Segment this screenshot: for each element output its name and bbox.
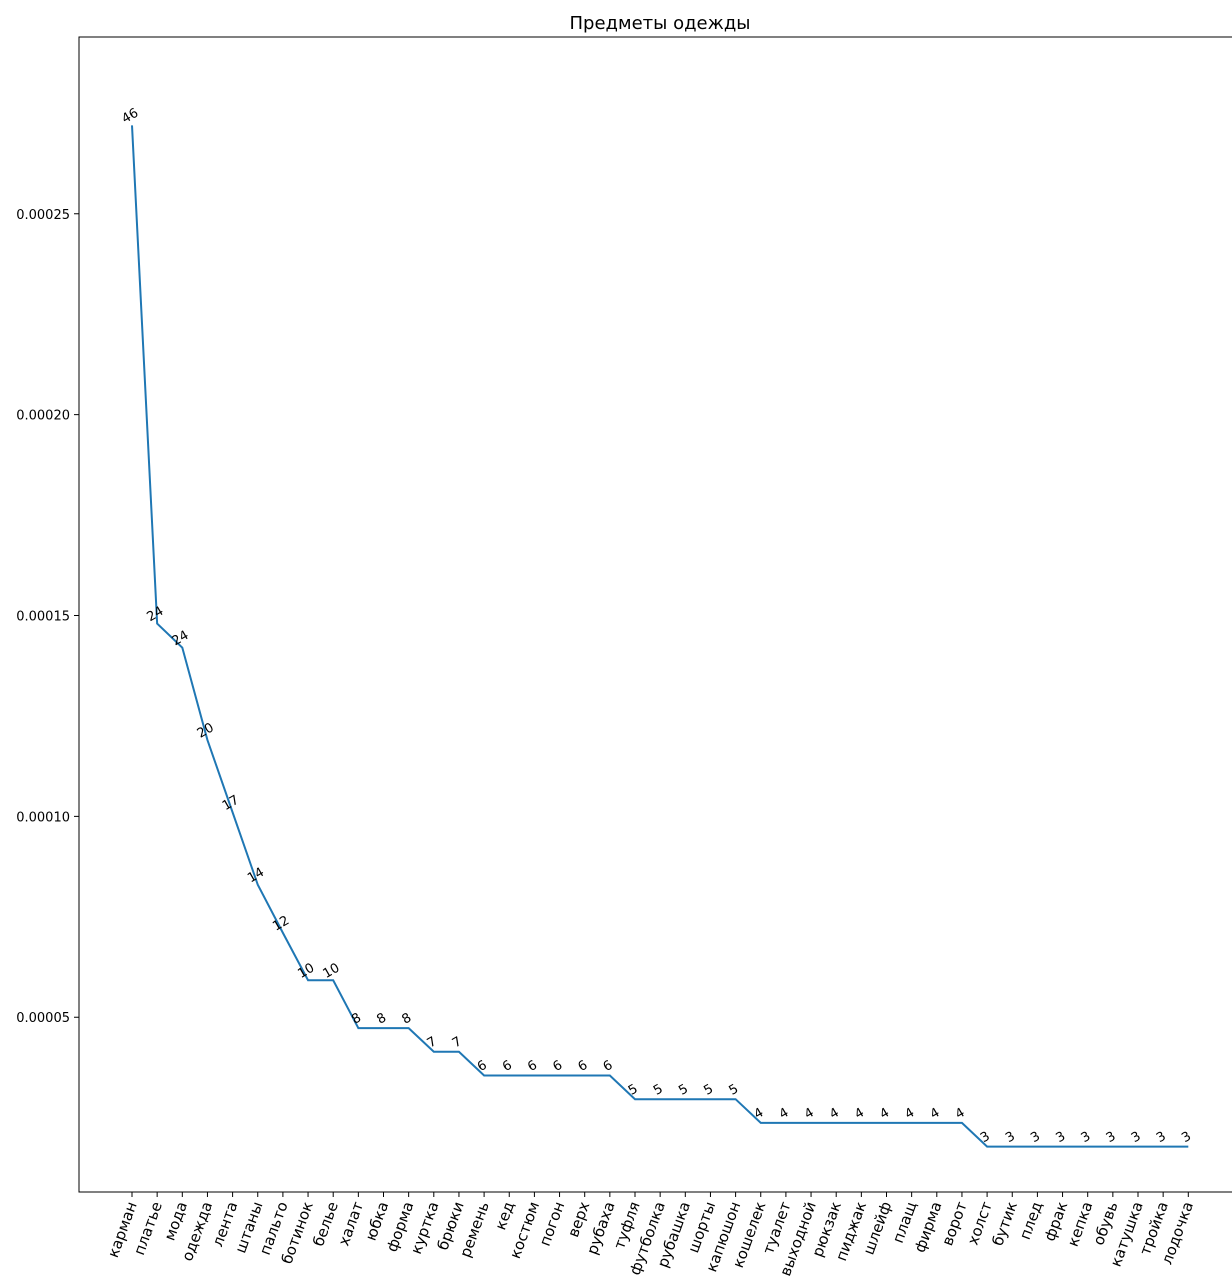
data-point xyxy=(383,1027,385,1029)
data-label: 4 xyxy=(802,1105,817,1122)
data-point xyxy=(332,979,334,981)
data-label: 5 xyxy=(676,1082,691,1099)
data-label: 6 xyxy=(576,1058,591,1075)
data-point xyxy=(131,124,133,126)
y-tick-label: 0.00010 xyxy=(16,810,70,825)
data-point xyxy=(206,739,208,741)
data-label: 4 xyxy=(877,1105,892,1122)
data-point xyxy=(760,1122,762,1124)
data-point xyxy=(1162,1146,1164,1148)
data-label: 6 xyxy=(475,1058,490,1075)
data-label: 14 xyxy=(245,865,267,886)
data-label: 7 xyxy=(425,1034,440,1051)
data-point xyxy=(1112,1146,1114,1148)
data-point xyxy=(156,623,158,625)
data-label: 8 xyxy=(374,1010,389,1027)
data-point xyxy=(634,1098,636,1100)
data-label: 17 xyxy=(220,793,242,814)
y-tick-label: 0.00020 xyxy=(16,409,70,424)
data-point xyxy=(1011,1146,1013,1148)
data-label: 3 xyxy=(1079,1129,1094,1146)
data-label: 8 xyxy=(400,1010,415,1027)
data-label: 5 xyxy=(651,1082,666,1099)
data-label: 10 xyxy=(321,961,343,982)
data-label: 4 xyxy=(953,1105,968,1122)
data-label: 12 xyxy=(270,913,292,934)
data-point xyxy=(458,1051,460,1053)
data-point xyxy=(659,1098,661,1100)
data-label: 3 xyxy=(1003,1129,1018,1146)
data-point xyxy=(282,932,284,934)
data-point xyxy=(1036,1146,1038,1148)
data-point xyxy=(508,1074,510,1076)
data-point xyxy=(911,1122,913,1124)
data-label: 4 xyxy=(827,1105,842,1122)
data-point xyxy=(533,1074,535,1076)
data-label: 4 xyxy=(903,1105,918,1122)
data-label: 3 xyxy=(1028,1129,1043,1146)
data-point xyxy=(684,1098,686,1100)
data-label: 6 xyxy=(601,1058,616,1075)
data-point xyxy=(181,647,183,649)
data-label: 20 xyxy=(195,720,217,741)
data-point xyxy=(961,1122,963,1124)
data-point xyxy=(860,1122,862,1124)
data-label: 10 xyxy=(295,961,317,982)
data-point xyxy=(810,1122,812,1124)
data-label: 7 xyxy=(450,1034,465,1051)
data-point xyxy=(986,1146,988,1148)
data-point xyxy=(1137,1146,1139,1148)
data-point xyxy=(433,1051,435,1053)
data-point xyxy=(835,1122,837,1124)
data-point xyxy=(584,1074,586,1076)
x-tick-label: кед xyxy=(491,1199,518,1232)
data-label: 3 xyxy=(1129,1129,1144,1146)
data-label: 3 xyxy=(978,1129,993,1146)
data-point xyxy=(408,1027,410,1029)
data-point xyxy=(257,884,259,886)
data-label: 6 xyxy=(525,1058,540,1075)
y-axis: 0.00005 0.00010 0.00015 0.00020 0.00025 xyxy=(16,208,79,1026)
data-point xyxy=(357,1027,359,1029)
data-point xyxy=(1062,1146,1064,1148)
data-label: 3 xyxy=(1104,1129,1119,1146)
plot-frame xyxy=(78,36,1232,1193)
data-point xyxy=(307,979,309,981)
data-label: 4 xyxy=(852,1105,867,1122)
data-label: 3 xyxy=(1053,1129,1068,1146)
data-point xyxy=(1087,1146,1089,1148)
data-label: 8 xyxy=(349,1010,364,1027)
data-label: 5 xyxy=(727,1082,742,1099)
data-label: 6 xyxy=(550,1058,565,1075)
data-label: 4 xyxy=(777,1105,792,1122)
data-label: 6 xyxy=(500,1058,515,1075)
data-label: 5 xyxy=(626,1082,641,1099)
data-point xyxy=(1187,1146,1189,1148)
data-point xyxy=(785,1122,787,1124)
data-label: 4 xyxy=(752,1105,767,1122)
data-point xyxy=(609,1074,611,1076)
chart-title: Предметы одежды xyxy=(570,13,751,34)
series-line xyxy=(131,125,1189,1148)
data-point xyxy=(559,1074,561,1076)
data-point xyxy=(886,1122,888,1124)
y-tick-label: 0.00025 xyxy=(16,208,70,223)
data-label: 3 xyxy=(1179,1129,1194,1146)
y-tick-label: 0.00015 xyxy=(16,610,70,625)
data-label: 5 xyxy=(701,1082,716,1099)
data-label: 3 xyxy=(1154,1129,1169,1146)
data-point xyxy=(735,1098,737,1100)
data-point xyxy=(936,1122,938,1124)
data-label: 24 xyxy=(170,628,192,649)
data-label: 24 xyxy=(144,604,166,625)
x-axis: карманплатьемодаодеждаленташтаныпальтобо… xyxy=(104,1192,1197,1279)
data-label: 46 xyxy=(119,106,141,127)
y-tick-label: 0.00005 xyxy=(16,1011,70,1026)
data-point xyxy=(232,811,234,813)
data-point xyxy=(709,1098,711,1100)
data-point xyxy=(483,1074,485,1076)
data-label: 4 xyxy=(928,1105,943,1122)
